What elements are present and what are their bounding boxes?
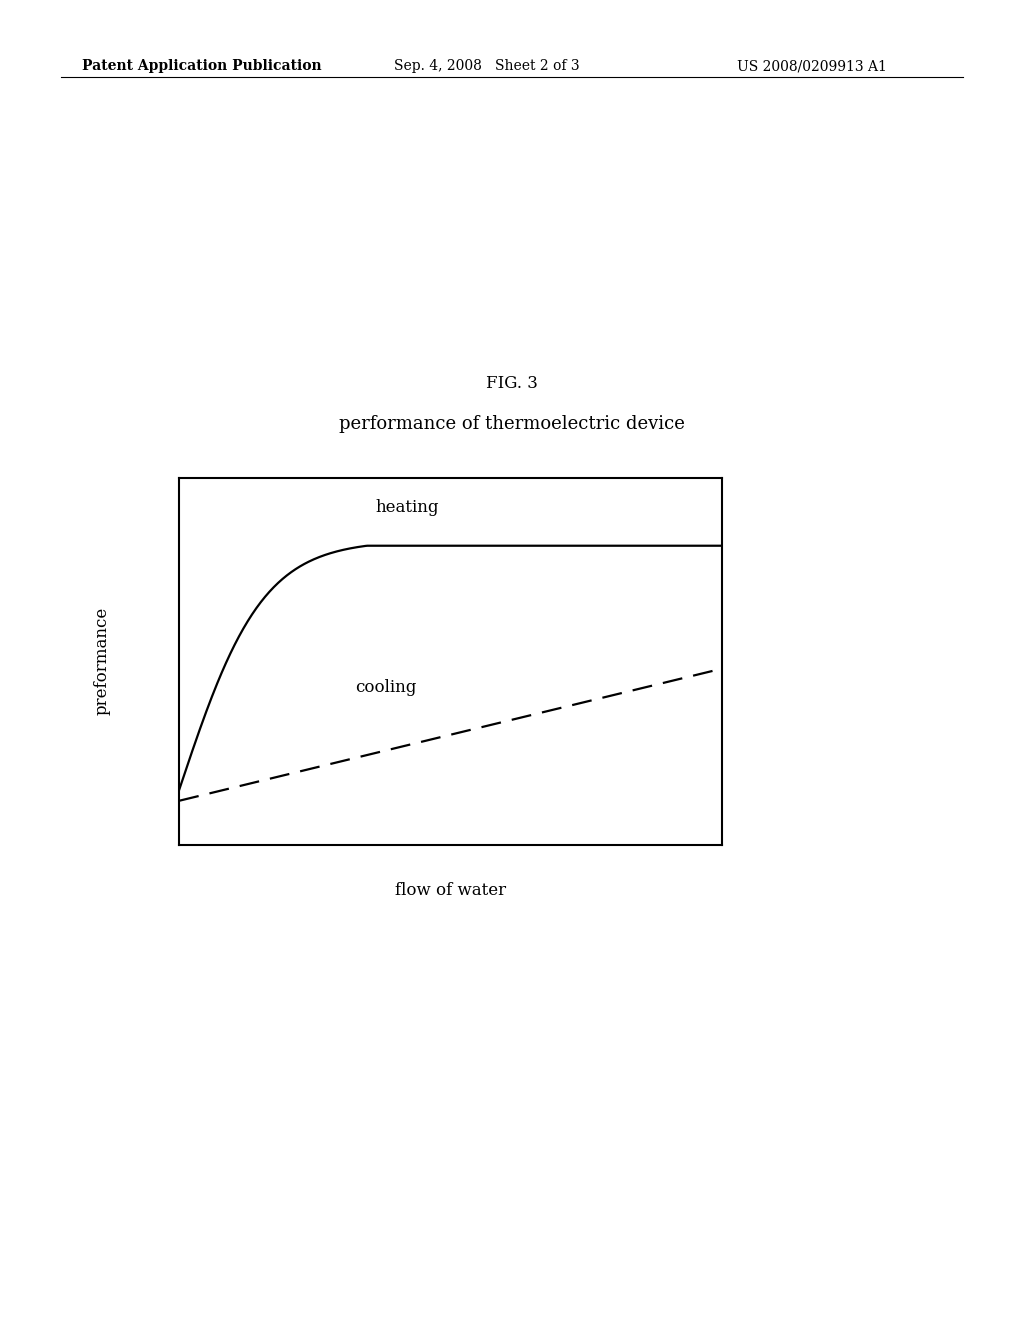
- Text: performance of thermoelectric device: performance of thermoelectric device: [339, 414, 685, 433]
- Text: FIG. 3: FIG. 3: [486, 375, 538, 392]
- Text: US 2008/0209913 A1: US 2008/0209913 A1: [737, 59, 887, 74]
- Text: Patent Application Publication: Patent Application Publication: [82, 59, 322, 74]
- Text: flow of water: flow of water: [395, 882, 506, 899]
- Text: preformance: preformance: [94, 607, 111, 715]
- Text: heating: heating: [376, 499, 439, 516]
- Text: cooling: cooling: [354, 678, 416, 696]
- Text: Sep. 4, 2008   Sheet 2 of 3: Sep. 4, 2008 Sheet 2 of 3: [394, 59, 580, 74]
